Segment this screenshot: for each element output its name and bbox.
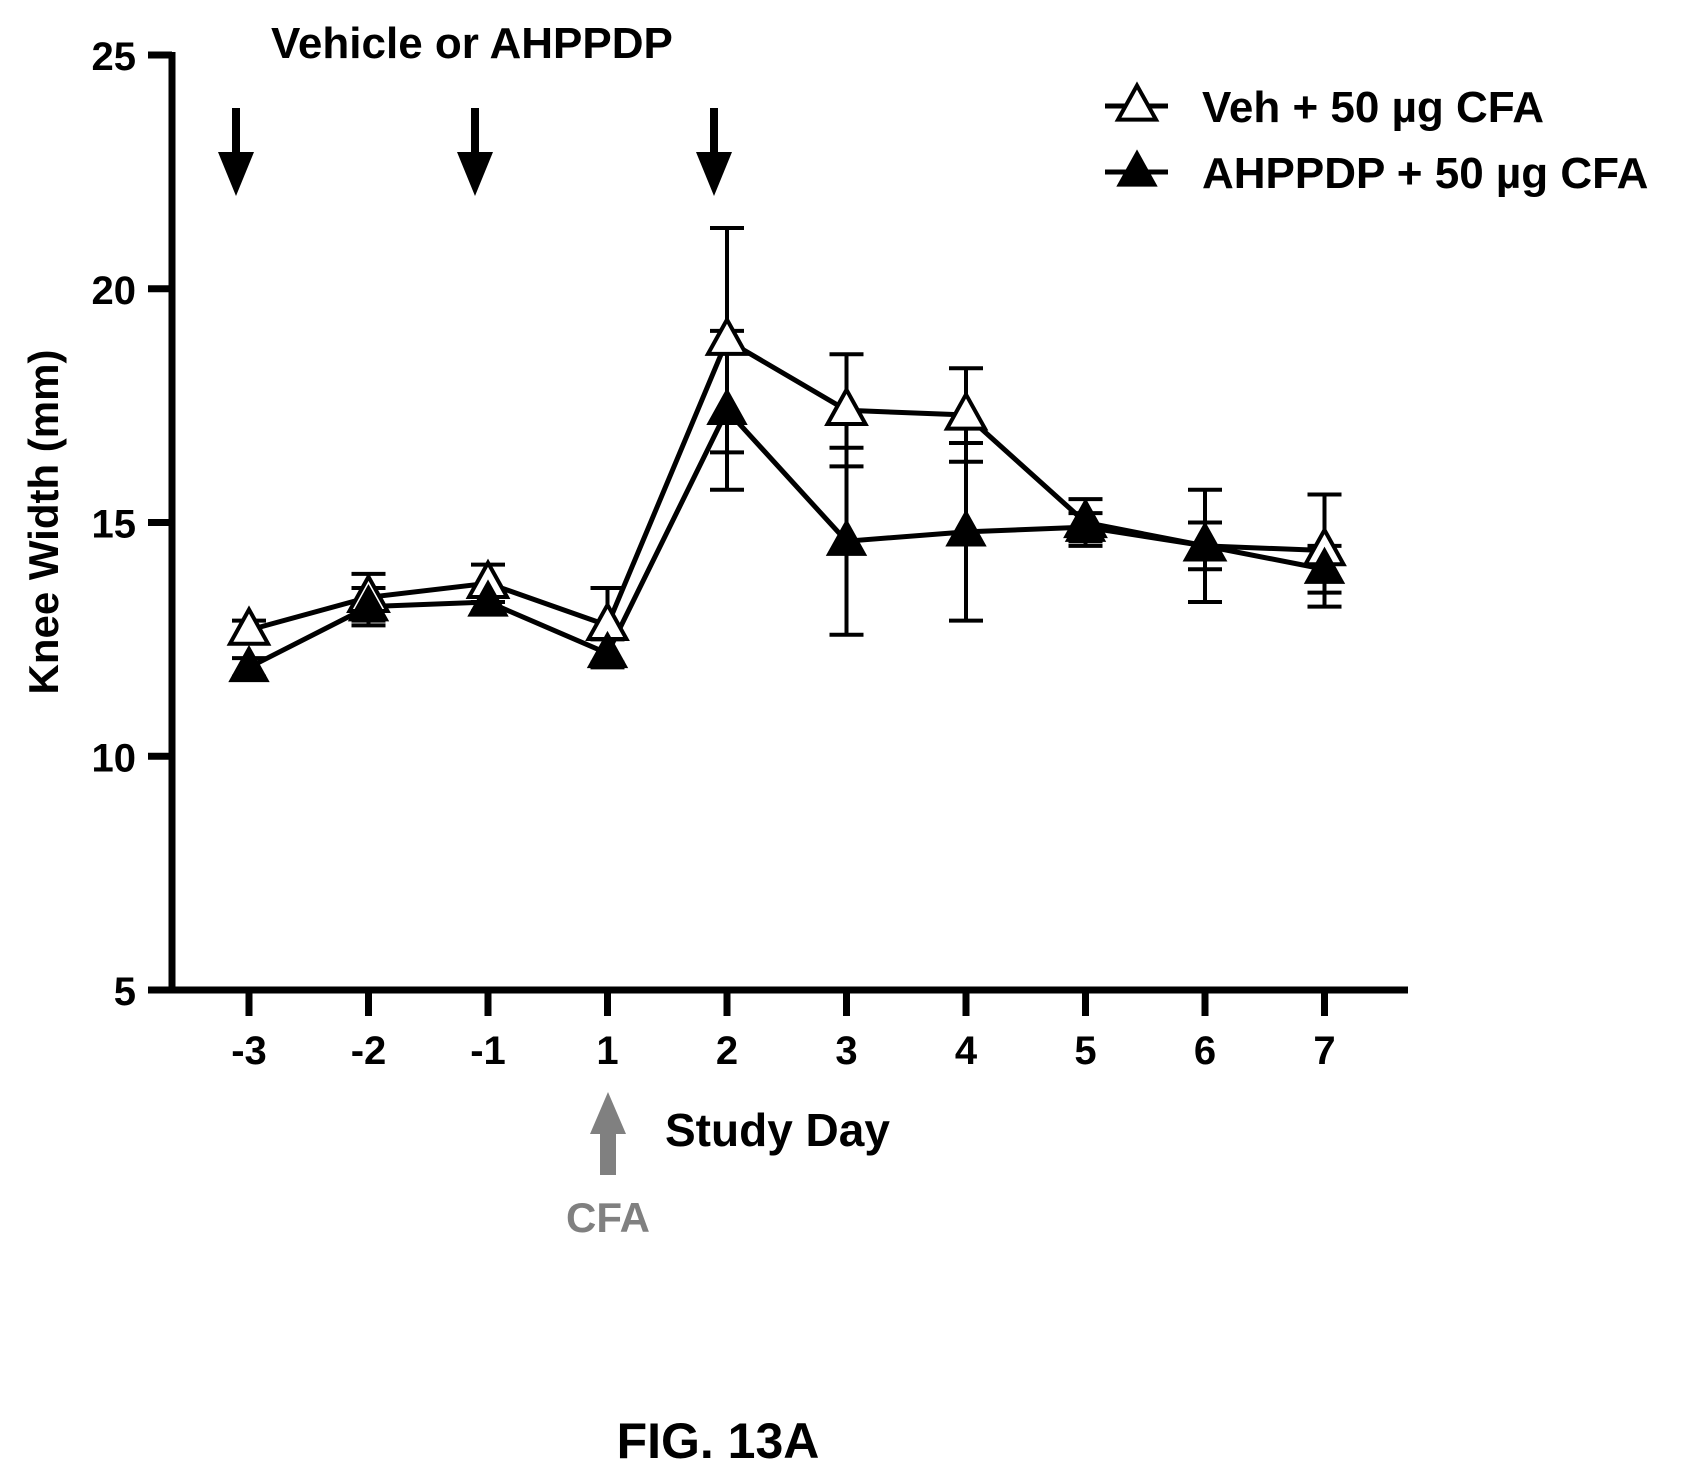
x-tick-label: -1	[470, 1029, 506, 1073]
y-axis-label: Knee Width (mm)	[20, 350, 67, 695]
open-triangle-marker	[704, 315, 750, 356]
x-tick-label: 6	[1194, 1029, 1216, 1073]
y-tick-label: 25	[92, 35, 137, 79]
filled-triangle-marker	[825, 518, 868, 556]
dosing-arrow-icon	[457, 152, 493, 196]
x-tick-label: 4	[955, 1029, 978, 1073]
filled-triangle-marker	[586, 630, 629, 669]
series-line	[248, 336, 1325, 633]
filled-triangle-marker	[1303, 546, 1346, 584]
filled-triangle-marker	[1064, 504, 1107, 542]
cfa-arrow-icon	[590, 1092, 626, 1175]
figure-label: FIG. 13A	[617, 1413, 820, 1469]
filled-triangle-marker	[228, 644, 270, 683]
dosing-arrow-icon	[218, 152, 254, 196]
x-tick-label: 3	[835, 1029, 857, 1073]
legend-open-triangle-icon	[1114, 81, 1160, 122]
y-tick-label: 10	[92, 736, 137, 780]
open-triangle-marker	[824, 385, 869, 426]
x-tick-label: -3	[231, 1029, 267, 1073]
cfa-annotation: CFA	[566, 1092, 650, 1241]
x-tick-label: 1	[596, 1029, 618, 1073]
dosing-arrow-icon	[696, 152, 732, 196]
open-triangle-marker	[943, 390, 989, 431]
x-axis-label: Study Day	[665, 1104, 890, 1156]
y-tick-label: 5	[114, 970, 136, 1014]
open-triangle-marker	[226, 605, 272, 646]
filled-triangle-marker	[945, 509, 987, 547]
x-tick-label: 2	[716, 1029, 738, 1073]
filled-triangle-marker	[1184, 523, 1226, 561]
series-line	[247, 405, 1325, 670]
legend-entry: AHPPDP + 50 µg CFA	[1202, 149, 1648, 198]
legend-filled-triangle-icon	[1116, 149, 1158, 187]
y-tick-label: 20	[92, 269, 137, 313]
dosing-label: Vehicle or AHPPDP	[271, 19, 673, 68]
filled-triangle-marker	[706, 387, 748, 425]
legend: Veh + 50 µg CFA AHPPDP + 50 µg CFA	[1105, 81, 1648, 198]
y-tick-label: 15	[92, 503, 137, 547]
filled-triangle-marker	[467, 579, 509, 617]
legend-entry: Veh + 50 µg CFA	[1202, 83, 1544, 132]
x-tick-label: 7	[1313, 1029, 1335, 1073]
x-tick-label: 5	[1074, 1029, 1096, 1073]
cfa-label: CFA	[566, 1194, 650, 1241]
filled-triangle-marker	[347, 584, 390, 622]
x-tick-label: -2	[351, 1029, 387, 1073]
